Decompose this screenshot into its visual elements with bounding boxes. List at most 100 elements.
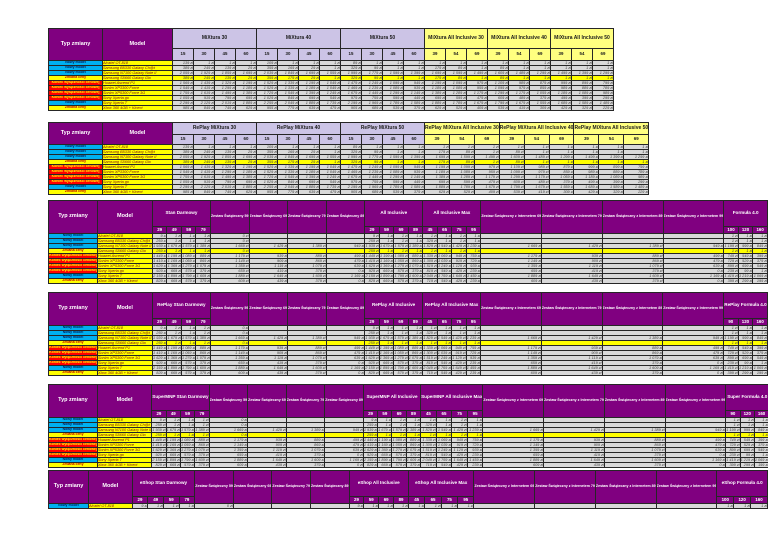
price-cell: 1 629 zł bbox=[364, 355, 380, 361]
price-cell: 779 zł bbox=[277, 189, 299, 195]
subcol-header: 54 bbox=[598, 134, 625, 145]
price-cell: 239 zł bbox=[466, 462, 484, 468]
typ-zmiany-cell: Koniec wyłączności cenowej bbox=[48, 179, 103, 185]
zestaw-column-header: Zestaw Świąteczny z Internetem 79 bbox=[534, 470, 596, 504]
price-cell: 1 129 zł bbox=[451, 263, 467, 269]
typ-zmiany-cell: Koniec wyłączności cenowej bbox=[48, 350, 98, 356]
model-header: Model bbox=[102, 122, 173, 145]
typ-zmiany-cell: Nowy model bbox=[48, 503, 89, 509]
zestaw-column-header: Zestaw Świąteczny z Internetem 79 bbox=[540, 292, 603, 326]
price-cell bbox=[232, 503, 273, 509]
subcol-header: 15 bbox=[256, 134, 278, 145]
group-header: SuperMNP Stan Darmowy bbox=[151, 384, 210, 411]
price-cell: 1 679 zł bbox=[377, 427, 393, 433]
typ-zmiany-cell: Koniec wyłączności cenowej bbox=[47, 253, 99, 259]
table-row: Nowy model Samsung N7100 Galaxy Note II 2 … bbox=[48, 154, 650, 160]
price-cell: 579 zł bbox=[391, 462, 407, 468]
subcol-header: 69 bbox=[529, 48, 551, 61]
price-cell: 1 649 zł bbox=[451, 273, 467, 279]
price-cell: 1 899 zł bbox=[166, 273, 182, 279]
price-cell: 1 419 zł bbox=[151, 258, 168, 264]
table-row: Koniec wyłączności cenowej Sonim XP5300 F… bbox=[48, 447, 768, 453]
price-cell: 409 zł bbox=[466, 105, 488, 111]
subcol-header: 45 bbox=[422, 226, 438, 234]
model-cell: Xbox 360 4GB + Kinect bbox=[97, 278, 153, 284]
group-header: Formuła 4.0 bbox=[723, 200, 768, 227]
price-cell: 669 zł bbox=[378, 278, 395, 284]
price-cell: 1 549 zł bbox=[436, 335, 453, 341]
price-cell: 779 zł bbox=[277, 105, 299, 111]
price-cell bbox=[473, 503, 536, 509]
price-cell: 229 zł bbox=[592, 105, 614, 111]
subcol-header: 39 bbox=[424, 134, 450, 145]
price-cell: 1 239 zł bbox=[465, 243, 482, 249]
price-cell: 1 zł bbox=[440, 503, 459, 509]
model-cell: Samsung B5330 Galaxy Ch@t bbox=[97, 330, 153, 336]
header-row-groups: Typ zmiany Model eShop Stan Darmowy Zestaw … bbox=[48, 470, 768, 504]
price-cell: 1 629 zł bbox=[151, 263, 168, 269]
model-cell: Xbox 360 4GB + Kinect bbox=[96, 462, 153, 468]
group-header: eShop All Inclusive bbox=[348, 470, 409, 497]
subcol-header: 60 bbox=[403, 134, 425, 145]
subcol-header: 59 bbox=[180, 318, 197, 326]
price-cell: 379 zł bbox=[603, 462, 666, 468]
price-cell: 689 zł bbox=[361, 189, 383, 195]
price-cell: 1 199 zł bbox=[378, 345, 395, 351]
table-row: Nowy model Samsung N7100 Galaxy Note II 1 … bbox=[48, 335, 768, 341]
subcol-header: 45 bbox=[298, 134, 320, 145]
price-cell: 985 zł bbox=[172, 189, 194, 195]
price-cell: 1 419 zł bbox=[151, 442, 167, 448]
typ-zmiany-cell: Koniec wyłączności cenowej bbox=[48, 360, 98, 366]
table-row: Nowy model Samsung B5330 Galaxy Ch@t 259 z… bbox=[48, 330, 768, 336]
price-cell: 1 059 zł bbox=[180, 258, 197, 264]
price-cell: 539 zł bbox=[487, 105, 509, 111]
group-header: SuperMNP All Inclusive Max bbox=[420, 384, 484, 411]
subcol-header: 30 bbox=[277, 134, 299, 145]
subcol-header: 49 bbox=[166, 318, 182, 326]
header-row-groups: Typ zmiany Model MiXtura 30 MiXtura 40 MiXtu… bbox=[48, 28, 614, 61]
table-row: Zmiana ceny Xbox 360 4GB + Kinect 829 zł 66… bbox=[48, 462, 768, 468]
price-cell: 629 zł bbox=[424, 189, 450, 195]
price-cell: 1 769 zł bbox=[436, 273, 453, 279]
price-cell: 1 059 zł bbox=[180, 350, 197, 356]
price-cell: 2 159 zł bbox=[362, 457, 379, 463]
typ-zmiany-cell: Zmiana ceny bbox=[48, 189, 103, 195]
subcol-header: 160 bbox=[752, 318, 768, 326]
typ-zmiany-cell: Koniec wyłączności cenowej bbox=[48, 80, 103, 86]
price-table-replay: Typ zmiany Model RePlay Stan Darmowy Zestaw… bbox=[48, 292, 768, 376]
price-cell: 1 069 zł bbox=[753, 457, 768, 463]
price-cell: 0 zł bbox=[662, 278, 725, 284]
price-cell: 1 429 zł bbox=[451, 335, 467, 341]
table-row: Koniec wyłączności cenowej Huawei Ascend … bbox=[48, 80, 614, 86]
price-cell: 1 zł bbox=[457, 503, 475, 509]
price-cell: 1 279 zł bbox=[391, 447, 407, 453]
price-cell: 429 zł bbox=[451, 278, 467, 284]
typ-zmiany-header: Typ zmiany bbox=[48, 384, 98, 418]
price-cell: 1 199 zł bbox=[165, 437, 181, 443]
price-table-eshop: Typ zmiany Model eShop Stan Darmowy Zestaw … bbox=[48, 470, 768, 509]
price-cell bbox=[655, 503, 718, 509]
price-cell: 379 zł bbox=[285, 462, 326, 468]
price-cell: 579 zł bbox=[393, 278, 409, 284]
price-cell: 2 049 zł bbox=[422, 365, 438, 371]
subcol-header: 69 bbox=[378, 496, 395, 504]
price-cell: 1 369 zł bbox=[165, 447, 181, 453]
subcol-header: 95 bbox=[465, 226, 482, 234]
price-cell: 549 zł bbox=[436, 370, 453, 376]
price-cell: 1 389 zł bbox=[195, 335, 211, 341]
subcol-header: 30 bbox=[193, 48, 215, 61]
subcol-header: 45 bbox=[382, 48, 404, 61]
group-header: RePlay MiXtura 30 bbox=[172, 122, 257, 135]
typ-zmiany-header: Typ zmiany bbox=[48, 470, 89, 504]
group-header: RePlay All Inclusive bbox=[364, 292, 424, 319]
price-cell: 1 079 zł bbox=[407, 263, 424, 269]
subcol-header: 160 bbox=[753, 410, 768, 418]
price-cell: 2 159 zł bbox=[151, 457, 167, 463]
price-cell: 1 zł bbox=[407, 503, 426, 509]
price-cell: 1 039 zł bbox=[436, 350, 453, 356]
typ-zmiany-cell: Zmiana ceny bbox=[48, 105, 103, 111]
price-cell: 1 039 zł bbox=[436, 258, 453, 264]
price-cell: 629 zł bbox=[235, 189, 257, 195]
group-header: MiXtura 40 bbox=[256, 28, 341, 49]
price-cell: 1 039 zł bbox=[435, 442, 453, 448]
